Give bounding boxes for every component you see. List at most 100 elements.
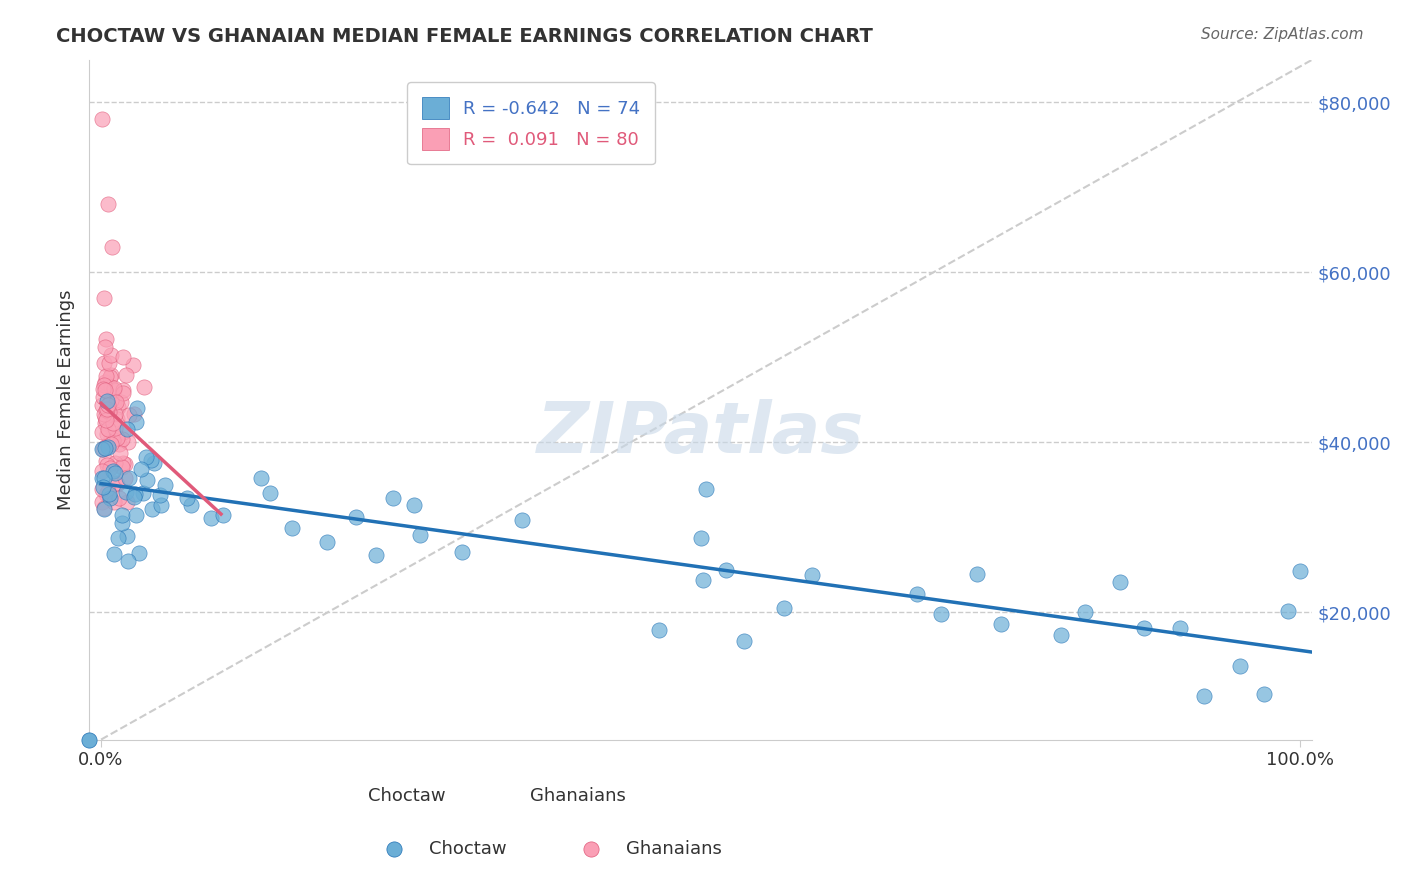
Point [124,415,146,429]
Point [93,501,115,516]
Point [249,471,271,485]
Point [124,486,146,500]
Point [103,547,125,561]
Point [112,456,135,470]
Text: Choctaw: Choctaw [429,840,506,858]
Point [100,393,122,408]
Point [315,534,337,549]
Point [118,408,141,422]
Point [801,568,824,582]
Point [114,457,136,471]
Point [1170,621,1192,635]
Point [98,486,121,500]
Point [107,477,129,491]
Point [97,398,120,412]
Point [100,368,122,382]
Point [110,394,132,409]
Point [1109,575,1132,590]
Point [94,376,117,390]
Point [111,383,134,397]
Point [98,404,121,418]
Point [91,464,114,478]
Legend: R = -0.642   N = 74, R =  0.091   N = 80: R = -0.642 N = 74, R = 0.091 N = 80 [408,82,655,164]
Point [111,425,134,440]
Text: Choctaw: Choctaw [368,787,446,805]
Point [93,378,115,392]
Text: Ghanaians: Ghanaians [626,840,721,858]
Point [1253,687,1275,701]
Point [115,484,138,499]
Point [104,421,127,435]
Point [96,402,118,417]
Point [117,495,139,509]
Point [122,358,145,372]
Point [96,369,118,384]
Point [100,380,122,394]
Point [364,548,387,562]
Point [409,527,432,541]
Point [94,441,117,455]
Point [118,471,141,485]
Point [131,462,153,476]
Point [510,513,533,527]
Point [966,566,988,581]
Point [281,521,304,535]
Point [108,445,131,459]
Point [96,394,118,409]
Point [97,440,120,454]
Text: Ghanaians: Ghanaians [530,787,626,805]
Point [136,473,159,487]
Point [101,416,124,430]
Point [404,498,426,512]
Point [103,464,125,478]
Point [107,491,129,506]
Point [773,601,796,615]
Point [150,499,173,513]
Point [94,332,117,346]
Point [90,775,112,789]
Point [132,380,155,394]
Point [111,516,134,530]
Point [1277,604,1299,618]
Point [153,478,176,492]
Point [176,491,198,506]
Point [107,531,129,545]
Y-axis label: Median Female Earnings: Median Female Earnings [58,289,75,510]
Point [93,407,115,421]
Point [111,432,134,446]
Point [101,434,124,448]
Point [91,390,114,404]
Point [107,401,129,415]
Point [451,545,474,559]
Point [91,495,114,509]
Point [990,616,1012,631]
Point [90,399,112,413]
Point [94,410,117,425]
Point [91,480,114,494]
Point [98,491,121,506]
Point [98,460,121,475]
Point [93,471,115,485]
Point [96,458,118,472]
Point [1194,689,1216,703]
Point [100,239,122,253]
Point [382,842,405,856]
Point [103,381,125,395]
Point [90,112,112,127]
Point [100,431,122,445]
Point [259,485,281,500]
Point [1133,621,1156,635]
Point [128,546,150,560]
Point [104,466,127,480]
Point [1049,628,1071,642]
Point [733,633,755,648]
Point [94,454,117,468]
Point [149,488,172,502]
Point [105,476,128,491]
Point [94,416,117,430]
Point [93,383,115,397]
Text: ZIPatlas: ZIPatlas [537,399,865,468]
Point [104,456,127,470]
Point [91,442,114,457]
Point [141,502,163,516]
